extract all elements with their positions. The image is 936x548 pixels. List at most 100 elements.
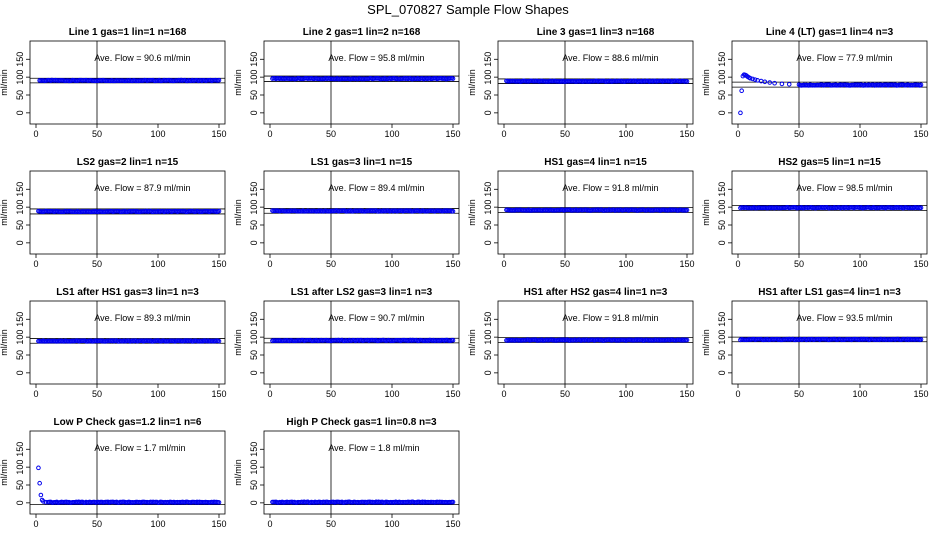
y-tick-label: 150 — [717, 52, 727, 67]
x-tick-label: 0 — [735, 389, 740, 399]
plot-box — [29, 430, 226, 515]
y-axis-label: ml/min — [701, 329, 711, 356]
y-tick-label: 100 — [15, 70, 25, 85]
panel-title: Low P Check gas=1.2 lin=1 n=6 — [54, 417, 202, 428]
data-point — [918, 82, 924, 88]
panel-title: High P Check gas=1 lin=0.8 n=3 — [286, 417, 437, 428]
x-tick-label: 50 — [92, 519, 102, 529]
data-point — [684, 207, 690, 213]
x-tick-label: 150 — [211, 519, 226, 529]
data-point — [738, 110, 743, 116]
average-flow-annotation: Ave. Flow = 90.7 ml/min — [328, 313, 424, 323]
average-flow-annotation: Ave. Flow = 93.5 ml/min — [796, 313, 892, 323]
chart-panel: High P Check gas=1 lin=0.8 n=3 0 50 100 150 0… — [233, 417, 461, 529]
plot-box — [731, 300, 928, 385]
x-tick-label: 150 — [211, 259, 226, 269]
average-flow-annotation: Ave. Flow = 91.8 ml/min — [562, 313, 658, 323]
y-axis-label: ml/min — [467, 199, 477, 226]
average-flow-annotation: Ave. Flow = 89.3 ml/min — [94, 313, 190, 323]
data-series — [36, 465, 222, 505]
average-flow-annotation: Ave. Flow = 98.5 ml/min — [796, 183, 892, 193]
x-tick-label: 50 — [794, 259, 804, 269]
y-tick-label: 150 — [15, 312, 25, 327]
y-tick-label: 100 — [249, 330, 259, 345]
data-point — [38, 492, 44, 498]
x-tick-label: 0 — [33, 129, 38, 139]
y-tick-label: 0 — [15, 240, 25, 245]
plot-box — [263, 170, 460, 255]
x-tick-label: 50 — [326, 519, 336, 529]
x-tick-label: 150 — [211, 129, 226, 139]
average-flow-annotation: Ave. Flow = 89.4 ml/min — [328, 183, 424, 193]
x-tick-label: 150 — [679, 389, 694, 399]
y-tick-label: 100 — [483, 330, 493, 345]
plot-box — [29, 170, 226, 255]
plot-area: HS1 after LS1 gas=4 lin=1 n=3 0 50 100 150 0 5… — [701, 287, 929, 399]
average-flow-annotation: Ave. Flow = 77.9 ml/min — [796, 53, 892, 63]
y-tick-label: 50 — [483, 90, 493, 100]
data-series — [270, 337, 456, 344]
chart-panel: Low P Check gas=1.2 lin=1 n=6 0 50 100 150 0 5… — [0, 417, 227, 529]
y-tick-label: 150 — [249, 312, 259, 327]
y-tick-label: 150 — [483, 312, 493, 327]
chart-panel: Line 3 gas=1 lin=3 n=168 0 50 100 150 0 50 100 1… — [467, 27, 695, 139]
x-tick-label: 100 — [618, 259, 633, 269]
panel-title: HS2 gas=5 lin=1 n=15 — [778, 157, 881, 168]
y-axis-label: ml/min — [0, 459, 9, 486]
x-tick-label: 100 — [150, 129, 165, 139]
x-tick-label: 50 — [560, 129, 570, 139]
data-point — [779, 81, 785, 87]
panel-title: HS1 after HS2 gas=4 lin=1 n=3 — [524, 287, 668, 298]
y-tick-label: 50 — [717, 90, 727, 100]
average-flow-annotation: Ave. Flow = 91.8 ml/min — [562, 183, 658, 193]
y-tick-label: 50 — [717, 350, 727, 360]
data-point — [450, 499, 456, 505]
panel-title: LS1 gas=3 lin=1 n=15 — [311, 157, 413, 168]
data-point — [750, 76, 755, 82]
y-axis-label: ml/min — [233, 199, 243, 226]
data-point — [747, 75, 753, 81]
data-point — [216, 500, 222, 505]
data-series — [738, 204, 924, 211]
plot-area: Low P Check gas=1.2 lin=1 n=6 0 50 100 150 0 5… — [0, 417, 227, 529]
x-tick-label: 50 — [326, 389, 336, 399]
y-tick-label: 100 — [717, 70, 727, 85]
average-flow-annotation: Ave. Flow = 87.9 ml/min — [94, 183, 190, 193]
plot-area: HS2 gas=5 lin=1 n=15 0 50 100 150 0 50 100 150 ml… — [701, 157, 929, 269]
x-tick-label: 100 — [384, 389, 399, 399]
chart-panel: HS2 gas=5 lin=1 n=15 0 50 100 150 0 50 100 150 ml… — [701, 157, 929, 269]
y-tick-label: 0 — [483, 110, 493, 115]
chart-panel: HS1 gas=4 lin=1 n=15 0 50 100 150 0 50 100 150 ml… — [467, 157, 695, 269]
y-tick-label: 150 — [717, 182, 727, 197]
x-tick-label: 0 — [267, 519, 272, 529]
y-tick-label: 0 — [483, 240, 493, 245]
chart-panel: Line 4 (LT) gas=1 lin=4 n=3 0 50 100 150 0 50 1… — [701, 27, 929, 139]
data-point — [216, 338, 222, 344]
x-tick-label: 0 — [267, 259, 272, 269]
y-tick-label: 0 — [717, 110, 727, 115]
plot-area: Line 1 gas=1 lin=1 n=168 0 50 100 150 0 50 100 1… — [0, 27, 227, 139]
data-series — [36, 208, 222, 215]
data-series — [504, 207, 690, 213]
average-flow-annotation: Ave. Flow = 90.6 ml/min — [94, 53, 190, 63]
y-tick-label: 50 — [15, 90, 25, 100]
y-tick-label: 100 — [249, 70, 259, 85]
y-axis-label: ml/min — [467, 69, 477, 96]
x-tick-label: 100 — [150, 259, 165, 269]
panel-title: Line 2 gas=1 lin=2 n=168 — [303, 27, 421, 38]
plot-box — [263, 40, 460, 125]
plot-area: HS1 after HS2 gas=4 lin=1 n=3 0 50 100 150 0 5… — [467, 287, 695, 399]
x-tick-label: 100 — [384, 519, 399, 529]
x-tick-label: 100 — [852, 259, 867, 269]
y-tick-label: 100 — [15, 460, 25, 475]
plot-box — [731, 170, 928, 255]
y-tick-label: 0 — [249, 370, 259, 375]
x-tick-label: 150 — [913, 129, 928, 139]
x-tick-label: 100 — [852, 129, 867, 139]
data-series — [504, 337, 690, 343]
x-tick-label: 0 — [33, 259, 38, 269]
x-tick-label: 50 — [794, 129, 804, 139]
panel-title: HS1 after LS1 gas=4 lin=1 n=3 — [758, 287, 901, 298]
data-point — [450, 208, 456, 214]
data-point — [216, 77, 222, 83]
